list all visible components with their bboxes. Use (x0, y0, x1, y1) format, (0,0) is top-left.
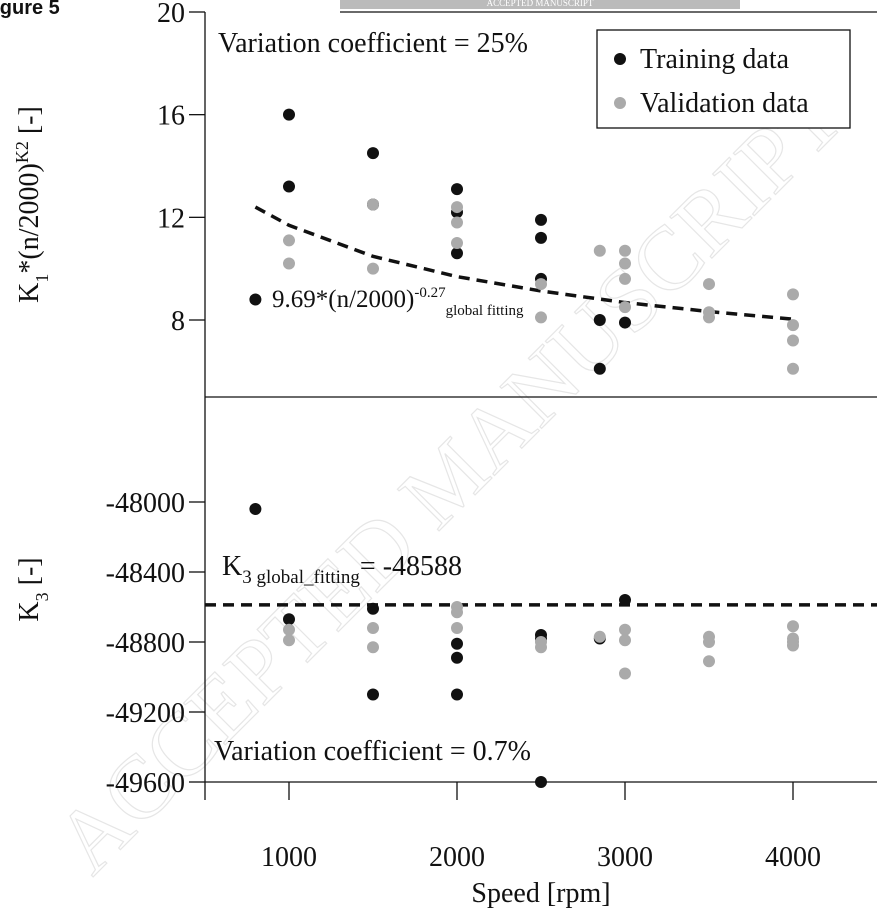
data-point (619, 316, 631, 329)
data-point (619, 623, 631, 636)
data-point (283, 623, 295, 636)
data-point (451, 216, 463, 229)
x-tick-label: 3000 (597, 842, 653, 873)
annotation: Variation coefficient = 0.7% (214, 736, 531, 767)
data-point (787, 362, 799, 375)
data-point (619, 301, 631, 314)
data-point (451, 201, 463, 214)
data-point (787, 334, 799, 347)
y-label-part: *(n/2000) (14, 163, 45, 273)
fit-label-part: global fitting (446, 303, 524, 319)
data-point (787, 639, 799, 652)
fit-label-part: K (222, 551, 242, 582)
data-point (283, 613, 295, 626)
data-point (619, 257, 631, 270)
legend-box (596, 29, 851, 129)
data-point (451, 651, 463, 664)
data-point (283, 108, 295, 121)
data-point (451, 622, 463, 634)
data-point (367, 198, 379, 211)
fit-label-part: 3 global_fitting (242, 567, 360, 588)
y-label-part: 3 (32, 592, 52, 601)
fit-label: 9.69*(n/2000)-0.27global fitting (272, 285, 524, 319)
data-point (703, 655, 715, 668)
data-point (283, 257, 295, 270)
data-point (451, 237, 463, 249)
banner-bar (340, 0, 740, 9)
fit-label-part: -0.27 (414, 285, 446, 301)
y-tick-label: -48800 (106, 628, 185, 659)
y-tick-label: 20 (157, 0, 185, 29)
annotation: Variation coefficient = 25% (218, 28, 528, 59)
data-point (283, 234, 295, 247)
y-axis-label: K1*(n/2000)K2 [-] (12, 106, 52, 303)
figure-label: Figure 5 (0, 0, 60, 19)
x-tick-label: 4000 (765, 842, 821, 873)
data-point (283, 180, 295, 193)
data-point (451, 606, 463, 619)
data-point (367, 688, 379, 701)
y-label-part: [-] (14, 557, 45, 592)
fit-line (254, 205, 794, 321)
data-point (619, 667, 631, 680)
y-tick-label: 16 (157, 101, 185, 132)
data-point (703, 636, 715, 648)
data-point (703, 278, 715, 291)
data-point (703, 311, 715, 324)
data-point (283, 634, 295, 647)
y-label-part: 1 (32, 274, 52, 283)
fit-label: K3 global_fitting= -48588 (222, 551, 462, 588)
y-label-part: K (14, 601, 45, 621)
data-point (593, 630, 606, 643)
data-point (249, 293, 262, 306)
y-tick-label: -49600 (106, 768, 185, 799)
y-label-part: K (14, 283, 45, 303)
legend-label: Training data (640, 44, 790, 75)
data-point (249, 503, 262, 515)
data-point (367, 262, 379, 275)
y-label-part: K2 (12, 141, 32, 163)
data-point (451, 637, 463, 650)
data-point (451, 688, 463, 701)
data-point (593, 362, 606, 375)
data-point (451, 183, 463, 196)
fit-label-part: 9.69*(n/2000) (272, 286, 414, 313)
data-point (367, 602, 379, 615)
data-point (593, 314, 606, 326)
y-label-part: [-] (14, 106, 45, 141)
data-point (535, 278, 547, 291)
y-tick-label: -49200 (106, 698, 185, 729)
legend-marker (614, 97, 626, 109)
x-axis-label: Speed [rpm] (471, 878, 610, 909)
data-point (367, 622, 379, 634)
legend-marker (614, 53, 626, 65)
data-point (535, 231, 547, 244)
data-point (619, 594, 631, 606)
y-tick-label: -48000 (106, 488, 185, 519)
x-tick-label: 1000 (261, 842, 317, 873)
legend-label: Validation data (640, 88, 809, 119)
x-tick-label: 2000 (429, 842, 485, 873)
data-point (367, 641, 379, 654)
data-point (619, 634, 631, 647)
data-point (451, 247, 463, 260)
data-point (535, 311, 547, 324)
y-tick-label: 8 (171, 306, 185, 337)
data-point (535, 776, 547, 788)
data-point (367, 147, 379, 160)
data-point (787, 319, 799, 332)
data-point (619, 244, 631, 257)
y-tick-label: 12 (157, 203, 185, 234)
data-point (593, 244, 606, 257)
fit-label-part: = -48588 (360, 551, 462, 582)
y-axis-label: K3 [-] (14, 557, 52, 621)
y-tick-label: -48400 (106, 558, 185, 589)
data-point (787, 288, 799, 301)
data-point (787, 620, 799, 633)
data-point (619, 272, 631, 285)
data-point (535, 213, 547, 226)
banner: ACCEPTED MANUSCRIPT (487, 0, 594, 8)
data-point (535, 641, 547, 654)
